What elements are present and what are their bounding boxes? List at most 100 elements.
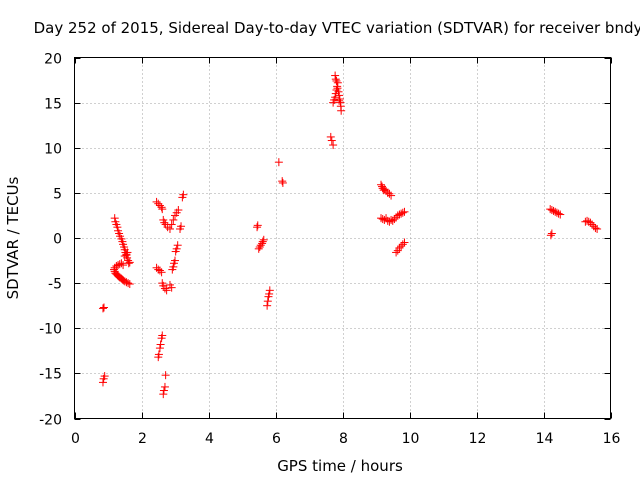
data-point (254, 244, 263, 253)
y-tick-label: -20 (39, 413, 62, 429)
data-point (331, 93, 340, 102)
data-point (154, 199, 163, 208)
data-point (158, 331, 167, 340)
data-point (398, 208, 407, 217)
data-point (385, 217, 394, 226)
data-point (119, 261, 128, 270)
y-tick-label: -5 (48, 277, 62, 293)
data-point (110, 214, 119, 223)
data-point (152, 197, 161, 206)
data-point (547, 229, 556, 238)
data-point (397, 209, 406, 218)
data-point (256, 241, 265, 250)
data-point (171, 256, 179, 265)
x-tick-label: 4 (205, 431, 214, 447)
data-point (278, 178, 287, 187)
data-point (258, 239, 267, 248)
x-tick-label: 8 (339, 431, 348, 447)
data-point (398, 240, 407, 249)
data-point (546, 231, 555, 240)
x-tick-label: 10 (402, 431, 420, 447)
data-point (552, 208, 561, 217)
data-point (263, 301, 272, 310)
plot-frame (74, 57, 611, 419)
y-tick-labels: -20 -15 -10 -5 0 5 10 15 20 (39, 52, 62, 429)
data-point (172, 244, 181, 253)
x-tick-label: 2 (138, 431, 147, 447)
data-point (159, 386, 168, 395)
x-tick-label: 6 (272, 431, 281, 447)
data-point (117, 259, 126, 268)
data-point (337, 106, 346, 115)
y-axis-label: SDTVAR / TECUs (4, 176, 22, 299)
data-point (593, 224, 602, 233)
axis-ticks (74, 57, 612, 420)
data-point (327, 136, 336, 145)
data-point (253, 221, 262, 230)
data-point (123, 248, 132, 257)
data-point (125, 258, 134, 267)
data-point (179, 190, 188, 199)
data-point (157, 203, 166, 212)
data-point (378, 215, 387, 224)
data-point (263, 297, 272, 306)
data-point (335, 96, 344, 105)
data-point (331, 75, 340, 84)
data-point (390, 215, 399, 224)
x-tick-label: 14 (536, 431, 554, 447)
data-point (160, 382, 169, 391)
data-point (177, 222, 186, 231)
data-point (387, 191, 396, 200)
data-point (125, 280, 134, 289)
data-point (173, 241, 182, 250)
data-point (556, 210, 565, 219)
data-point (547, 206, 556, 215)
data-point (265, 289, 274, 298)
data-point (155, 344, 164, 353)
data-point (258, 237, 267, 246)
data-point (154, 350, 163, 359)
y-tick-label: 20 (44, 52, 62, 68)
data-point (169, 215, 178, 224)
data-point (113, 223, 122, 232)
data-point (265, 286, 274, 295)
data-point (546, 205, 555, 214)
data-point (331, 71, 340, 80)
data-point (98, 378, 107, 387)
data-point (551, 207, 560, 216)
data-point (397, 242, 406, 251)
data-point (156, 340, 165, 349)
data-point (278, 177, 287, 186)
data-point (385, 189, 394, 198)
grid-lines (74, 57, 611, 419)
data-points (98, 71, 602, 399)
data-point (162, 286, 171, 295)
y-tick-label: 10 (44, 142, 62, 158)
data-point (159, 390, 168, 399)
x-axis-label: GPS time / hours (277, 457, 403, 475)
y-tick-label: 5 (53, 187, 62, 203)
data-point (165, 224, 174, 233)
data-point (174, 206, 183, 215)
data-point (115, 260, 124, 269)
data-point (259, 235, 268, 244)
data-point (160, 218, 169, 227)
data-point (334, 87, 343, 96)
data-point (167, 220, 176, 229)
data-point (400, 207, 409, 216)
x-tick-labels: 0 2 4 6 8 10 12 14 16 (71, 431, 620, 447)
x-tick-label: 12 (469, 431, 487, 447)
data-point (393, 211, 402, 220)
data-point (167, 283, 176, 292)
data-point (98, 304, 107, 313)
chart-title: Day 252 of 2015, Sidereal Day-to-day VTE… (34, 19, 640, 37)
data-point (395, 243, 404, 252)
data-point (554, 209, 563, 218)
data-point (335, 95, 344, 104)
data-point (274, 158, 283, 167)
data-point (100, 372, 109, 381)
data-point (155, 266, 164, 275)
data-point (586, 218, 595, 227)
data-point (583, 216, 592, 225)
data-point (333, 84, 342, 93)
